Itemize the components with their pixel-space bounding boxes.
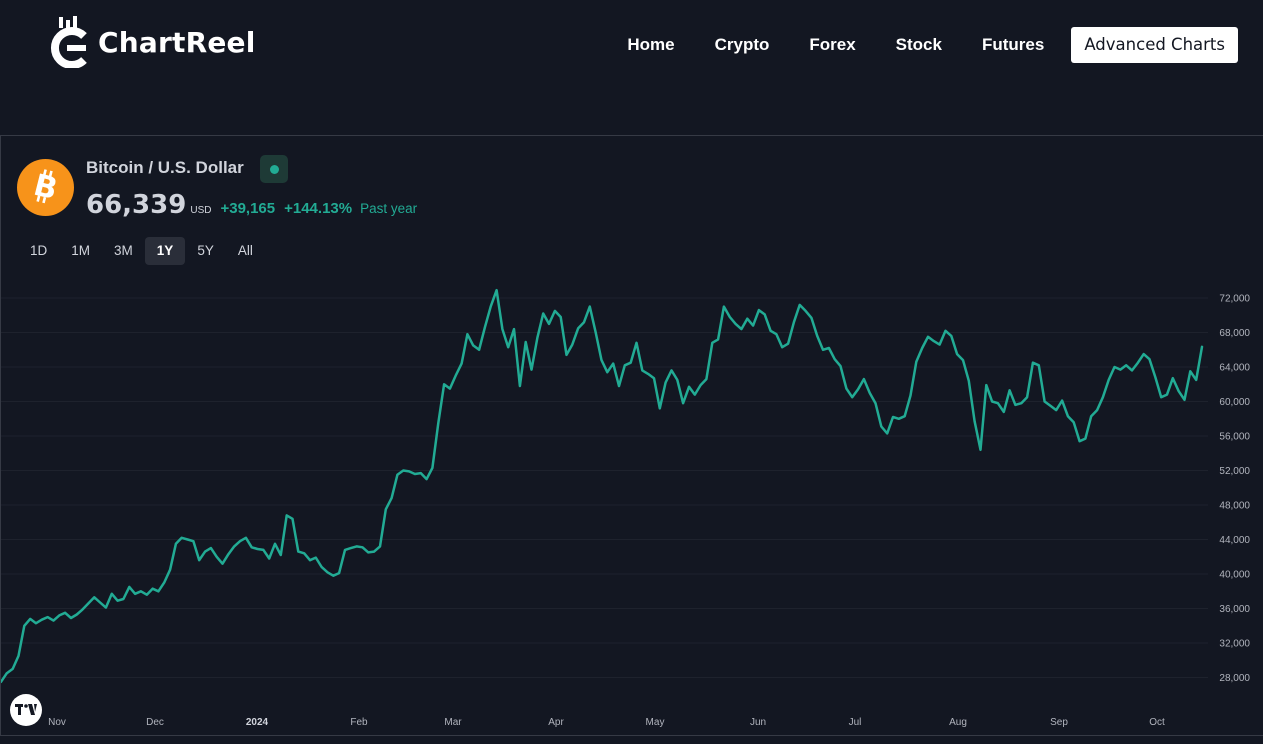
y-tick-label: 60,000 bbox=[1219, 397, 1250, 408]
y-tick-label: 32,000 bbox=[1219, 639, 1250, 650]
nav-home[interactable]: Home bbox=[627, 35, 675, 54]
price-line bbox=[1, 288, 1204, 684]
chartreel-logo-icon bbox=[50, 16, 94, 69]
range-1y[interactable]: 1Y bbox=[144, 237, 186, 265]
price-change-percent: +144.13% bbox=[284, 200, 353, 217]
y-tick-label: 28,000 bbox=[1219, 673, 1250, 684]
range-3m[interactable]: 3M bbox=[114, 243, 133, 258]
range-1m[interactable]: 1M bbox=[71, 243, 91, 258]
currency-label: USD bbox=[190, 205, 212, 216]
x-tick-label: Dec bbox=[146, 717, 164, 728]
y-tick-label: 56,000 bbox=[1219, 432, 1250, 443]
logo-text: ChartReel bbox=[98, 25, 256, 59]
chart-grid bbox=[1, 297, 1208, 678]
y-tick-label: 68,000 bbox=[1219, 328, 1250, 339]
price-change: +39,165 bbox=[220, 200, 276, 217]
x-axis: Nov Dec 2024 Feb Mar Apr May Jun Jul Aug Sep Oct bbox=[48, 717, 1165, 728]
y-tick-label: 48,000 bbox=[1219, 501, 1250, 512]
range-1d[interactable]: 1D bbox=[30, 243, 48, 258]
x-tick-label: 2024 bbox=[246, 717, 269, 728]
nav-crypto[interactable]: Crypto bbox=[714, 35, 770, 54]
price-chart[interactable]: 72,000 68,000 64,000 60,000 56,000 52,000 48,0… bbox=[1, 136, 1263, 737]
y-tick-label: 44,000 bbox=[1219, 535, 1250, 546]
x-tick-label: Nov bbox=[48, 717, 66, 728]
main-nav: Home Crypto Forex Stock Futures Advanced… bbox=[587, 27, 1238, 63]
status-dot-icon bbox=[269, 164, 279, 174]
page-bottom bbox=[0, 736, 1263, 744]
range-selector: 1D 1M 3M 1Y 5Y All bbox=[18, 237, 265, 265]
last-price: 66,339 bbox=[86, 190, 187, 220]
x-tick-label: Jul bbox=[849, 717, 862, 728]
x-tick-label: Sep bbox=[1050, 717, 1068, 728]
x-tick-label: May bbox=[646, 717, 665, 728]
y-tick-label: 64,000 bbox=[1219, 363, 1250, 374]
y-tick-label: 40,000 bbox=[1219, 570, 1250, 581]
site-header: ChartReel Home Crypto Forex Stock Future… bbox=[0, 0, 1263, 90]
symbol-title: Bitcoin / U.S. Dollar bbox=[86, 158, 244, 177]
range-5y[interactable]: 5Y bbox=[197, 243, 214, 258]
x-tick-label: Feb bbox=[350, 717, 368, 728]
advanced-charts-button[interactable]: Advanced Charts bbox=[1071, 27, 1238, 63]
y-tick-label: 36,000 bbox=[1219, 604, 1250, 615]
chart-widget: 72,000 68,000 64,000 60,000 56,000 52,000 48,0… bbox=[0, 135, 1263, 736]
x-tick-label: Oct bbox=[1149, 717, 1165, 728]
market-status-badge bbox=[260, 155, 288, 183]
y-tick-label: 52,000 bbox=[1219, 466, 1250, 477]
x-tick-label: Jun bbox=[750, 717, 766, 728]
range-all[interactable]: All bbox=[237, 243, 253, 258]
site-logo[interactable]: ChartReel bbox=[50, 16, 256, 69]
change-period: Past year bbox=[360, 201, 418, 216]
x-tick-label: Aug bbox=[949, 717, 967, 728]
y-tick-label: 72,000 bbox=[1219, 294, 1250, 305]
x-tick-label: Apr bbox=[548, 717, 564, 728]
nav-futures[interactable]: Futures bbox=[981, 35, 1045, 54]
nav-stock[interactable]: Stock bbox=[895, 35, 942, 54]
price-row: 66,339 USD +39,165 +144.13% Past year bbox=[86, 190, 417, 220]
nav-forex[interactable]: Forex bbox=[809, 35, 856, 54]
y-axis: 72,000 68,000 64,000 60,000 56,000 52,000 48,0… bbox=[1219, 294, 1250, 685]
x-tick-label: Mar bbox=[444, 717, 462, 728]
bitcoin-icon: B bbox=[17, 159, 74, 216]
tradingview-logo-icon[interactable] bbox=[10, 694, 42, 726]
